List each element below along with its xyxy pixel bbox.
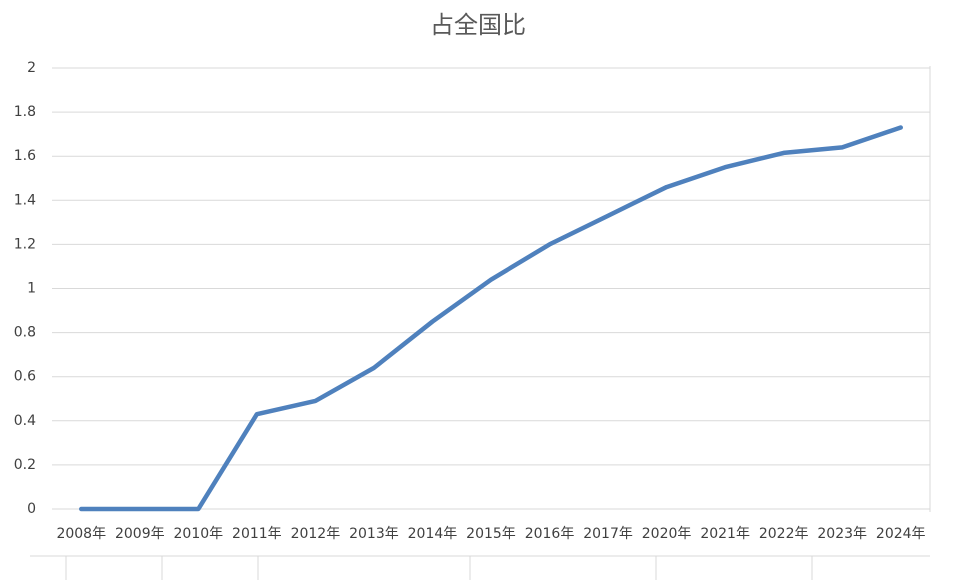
x-tick-label: 2020年 <box>642 526 692 542</box>
x-tick-label: 2013年 <box>349 526 399 542</box>
x-tick-label: 2017年 <box>583 526 633 542</box>
chart-title: 占全国比 <box>430 11 526 39</box>
x-tick-label: 2012年 <box>291 526 341 542</box>
x-tick-label: 2021年 <box>700 526 750 542</box>
y-tick-label: 1 <box>27 281 36 297</box>
data-line <box>79 125 903 512</box>
y-tick-label: 0.2 <box>14 457 36 473</box>
x-tick-label: 2016年 <box>525 526 575 542</box>
x-tick-label: 2022年 <box>759 526 809 542</box>
y-tick-label: 1.2 <box>14 236 36 252</box>
x-tick-label: 2009年 <box>115 526 165 542</box>
y-tick-label: 0 <box>27 501 36 517</box>
x-tick-label: 2024年 <box>876 526 926 542</box>
y-tick-label: 1.6 <box>14 148 36 164</box>
y-tick-label: 1.8 <box>14 104 36 120</box>
y-tick-label: 1.4 <box>14 192 36 208</box>
x-tick-label: 2023年 <box>817 526 867 542</box>
y-tick-label: 0.4 <box>14 413 36 429</box>
x-tick-label: 2011年 <box>232 526 282 542</box>
x-tick-label: 2008年 <box>56 526 106 542</box>
x-tick-label: 2010年 <box>174 526 224 542</box>
x-tick-label: 2014年 <box>408 526 458 542</box>
y-tick-label: 0.8 <box>14 325 36 341</box>
y-tick-label: 2 <box>27 60 36 76</box>
y-tick-label: 0.6 <box>14 369 36 385</box>
x-tick-label: 2015年 <box>466 526 516 542</box>
